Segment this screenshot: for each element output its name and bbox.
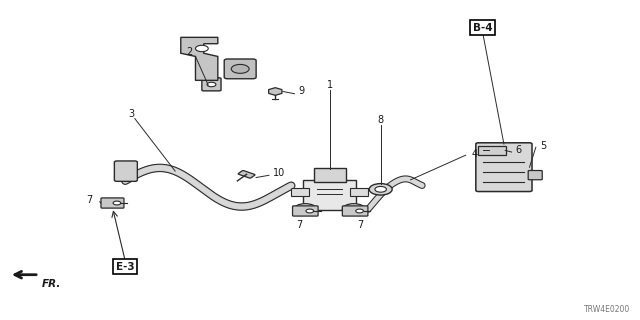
FancyBboxPatch shape <box>202 78 221 91</box>
Text: 10: 10 <box>273 168 285 178</box>
FancyBboxPatch shape <box>292 206 318 216</box>
Text: 2: 2 <box>186 47 192 57</box>
Circle shape <box>195 45 208 52</box>
Circle shape <box>356 209 364 213</box>
Text: 6: 6 <box>515 146 522 156</box>
Text: 1: 1 <box>326 80 333 90</box>
Text: 9: 9 <box>298 86 305 97</box>
Circle shape <box>231 64 249 73</box>
Circle shape <box>369 184 392 195</box>
Circle shape <box>306 209 314 213</box>
Text: 5: 5 <box>540 141 547 151</box>
FancyBboxPatch shape <box>101 198 124 208</box>
Text: 8: 8 <box>378 115 384 125</box>
FancyBboxPatch shape <box>291 188 309 196</box>
Circle shape <box>342 204 365 215</box>
Circle shape <box>113 201 121 205</box>
Circle shape <box>294 204 317 215</box>
FancyBboxPatch shape <box>342 206 368 216</box>
Circle shape <box>207 82 216 87</box>
Text: 7: 7 <box>357 220 364 230</box>
FancyBboxPatch shape <box>528 171 542 180</box>
Text: E-3: E-3 <box>116 262 134 272</box>
FancyBboxPatch shape <box>476 143 532 192</box>
Text: 7: 7 <box>86 196 92 205</box>
Text: 4: 4 <box>472 148 478 159</box>
Text: 3: 3 <box>129 109 134 119</box>
FancyBboxPatch shape <box>478 146 506 155</box>
Text: 7: 7 <box>296 220 302 230</box>
Text: FR.: FR. <box>42 279 61 290</box>
FancyBboxPatch shape <box>314 168 346 182</box>
FancyBboxPatch shape <box>238 171 255 178</box>
Circle shape <box>375 187 387 192</box>
FancyBboxPatch shape <box>350 188 368 196</box>
Text: B-4: B-4 <box>473 23 493 33</box>
FancyBboxPatch shape <box>224 59 256 79</box>
Text: TRW4E0200: TRW4E0200 <box>584 305 630 314</box>
FancyBboxPatch shape <box>115 161 138 181</box>
FancyBboxPatch shape <box>303 180 356 210</box>
Polygon shape <box>180 37 218 80</box>
